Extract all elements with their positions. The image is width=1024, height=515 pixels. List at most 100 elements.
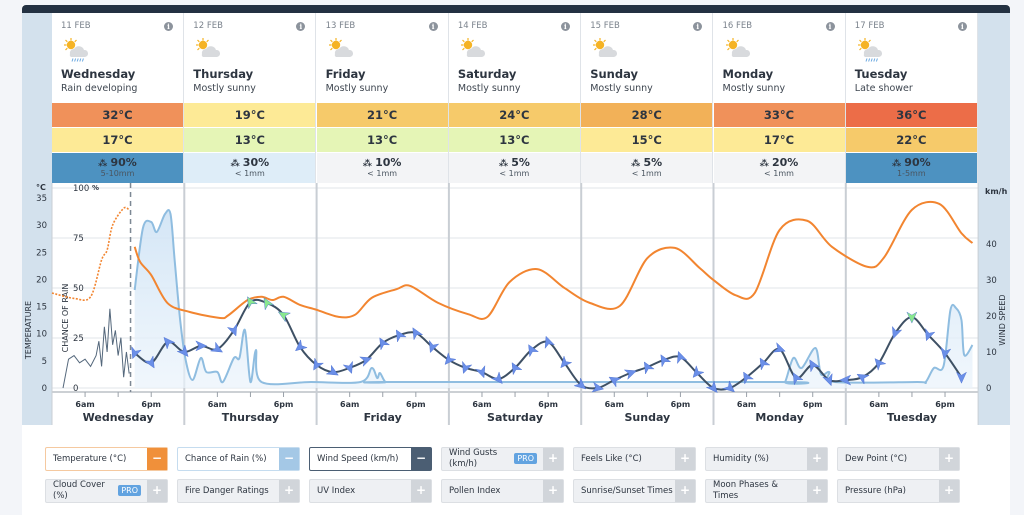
rain-tick-label: 25 [73,334,84,344]
add-icon[interactable]: + [543,480,563,502]
legend-label: Wind Speed (km/h) [317,453,399,464]
info-icon[interactable]: i [957,22,967,31]
wind-direction-arrow-icon [759,357,771,371]
raindrops-icon: ⁂ [891,159,905,169]
day-date: 13 FEB [325,21,356,31]
wind-direction-arrow-icon [544,335,556,349]
x-day-label: Tuesday [887,411,937,424]
temperature-unit: °C [36,183,46,192]
legend-toggle-cloud-cover[interactable]: Cloud Cover (%) PRO + [45,479,168,503]
info-icon[interactable]: i [164,22,173,31]
day-column-monday: 16 FEB i Monday Mostly sunny 33°C 17°C ⁂ 20% < … [713,13,846,183]
left-axis-panel [22,13,52,425]
rain-chance-cell: ⁂ 30% < 1mm [184,152,316,183]
day-date: 16 FEB [722,21,753,31]
day-date: 15 FEB [590,21,620,31]
legend-label: Fire Danger Ratings [185,485,269,496]
add-icon[interactable]: + [147,480,167,502]
x-day-label: Saturday [487,411,543,424]
day-column-thursday: 12 FEB i Thursday Mostly sunny 19°C 13°C ⁂ 30%… [184,13,317,183]
day-summary[interactable]: 16 FEB i Monday Mostly sunny [713,13,845,102]
x-tick-label: 6am [869,400,888,409]
legend-label: Pressure (hPa) [845,485,906,496]
rain-line [133,209,974,386]
day-description: Rain developing [61,83,138,94]
max-temperature: 24°C [448,102,580,127]
remove-icon[interactable]: − [279,448,299,470]
day-column-saturday: 14 FEB i Saturday Mostly sunny 24°C 13°C ⁂ 5% <… [448,13,581,183]
legend-toggle-uv-index[interactable]: UV Index + [309,479,432,503]
rain-percent: 5% [511,156,530,169]
legend-toggle-humidity[interactable]: Humidity (%) + [705,447,828,471]
add-icon[interactable]: + [411,480,431,502]
day-summary[interactable]: 15 FEB i Sunday Mostly sunny [581,13,713,102]
info-icon[interactable]: i [560,22,570,31]
right-axis-panel [978,13,1010,425]
legend-toggle-fire-danger-ratings[interactable]: Fire Danger Ratings + [177,479,300,503]
max-temperature: 32°C [52,102,183,127]
top-bar [22,5,1010,13]
x-tick-label: 6am [472,400,491,409]
wind-direction-arrow-icon [705,380,718,393]
legend-toggle-wind-speed-km-h[interactable]: Wind Speed (km/h) − [309,447,432,471]
remove-icon[interactable]: − [411,448,431,470]
day-date: 11 FEB [61,21,91,31]
wind-direction-arrow-icon [772,342,786,353]
x-tick-label: 6am [605,400,624,409]
info-icon[interactable]: i [693,22,703,31]
rain-tick-label: 75 [73,234,84,244]
temperature-tick-label: 35 [36,194,47,204]
add-icon[interactable]: + [807,480,827,502]
legend-toggle-wind-gusts-km-h[interactable]: Wind Gusts (km/h) PRO + [441,447,564,471]
wind-past-line [62,308,130,389]
wind-direction-arrow-icon [660,354,672,368]
day-summary[interactable]: 11 FEB i Wednesday Rain developing [52,13,183,102]
add-icon[interactable]: + [675,448,695,470]
raindrops-icon: ⁂ [498,159,512,169]
legend-toggle-feels-like-c[interactable]: Feels Like (°C) + [573,447,696,471]
day-summary[interactable]: 17 FEB i Tuesday Late shower [845,13,977,102]
legend-toggle-moon-phases-times[interactable]: Moon Phases & Times + [705,479,828,503]
day-description: Mostly sunny [590,83,653,94]
legend-toggle-pollen-index[interactable]: Pollen Index + [441,479,564,503]
rain-chance-cell: ⁂ 5% < 1mm [581,152,713,183]
info-icon[interactable]: i [296,22,306,31]
day-summary[interactable]: 14 FEB i Saturday Mostly sunny [448,13,580,102]
add-icon[interactable]: + [939,480,959,502]
rain-percent: 10% [375,156,402,169]
legend-toggle-temperature-c[interactable]: Temperature (°C) − [45,447,168,471]
day-summary[interactable]: 12 FEB i Thursday Mostly sunny [184,13,316,102]
x-day-label: Monday [755,411,803,424]
legend-toggle-chance-of-rain[interactable]: Chance of Rain (%) − [177,447,300,471]
wind-direction-arrow-icon [511,362,523,376]
wind-direction-arrow-icon [692,365,705,378]
max-temperature: 21°C [316,102,448,127]
day-name: Saturday [457,67,517,81]
add-icon[interactable]: + [543,448,563,470]
legend-label: Sunrise/Sunset Times [581,485,673,496]
add-icon[interactable]: + [675,480,695,502]
min-temperature: 15°C [581,127,713,152]
info-icon[interactable]: i [825,22,835,31]
remove-icon[interactable]: − [147,448,167,470]
add-icon[interactable]: + [939,448,959,470]
legend-label: Pollen Index [449,485,501,496]
wind-axis-title: WIND SPEED [998,294,1007,345]
add-icon[interactable]: + [807,448,827,470]
info-icon[interactable]: i [428,22,438,31]
wind-direction-arrow-icon [856,373,870,385]
wind-direction-arrow-icon [644,361,655,375]
rain-chance: ⁂ 90% [846,153,977,169]
legend-toggle-sunrise-sunset-times[interactable]: Sunrise/Sunset Times + [573,479,696,503]
legend-toggle-dew-point-c[interactable]: Dew Point (°C) + [837,447,960,471]
legend-toggle-pressure-hpa[interactable]: Pressure (hPa) + [837,479,960,503]
rain-chance: ⁂ 5% [449,153,580,169]
x-tick-label: 6am [75,400,94,409]
sun-cloud-icon [724,37,754,63]
wind-direction-arrow-icon [379,337,391,351]
add-icon[interactable]: + [279,480,299,502]
day-summary[interactable]: 13 FEB i Friday Mostly sunny [316,13,448,102]
x-tick-label: 6pm [935,400,955,409]
rain-tick-label: 0 [73,384,78,394]
rain-amount: 1-5mm [896,169,926,178]
